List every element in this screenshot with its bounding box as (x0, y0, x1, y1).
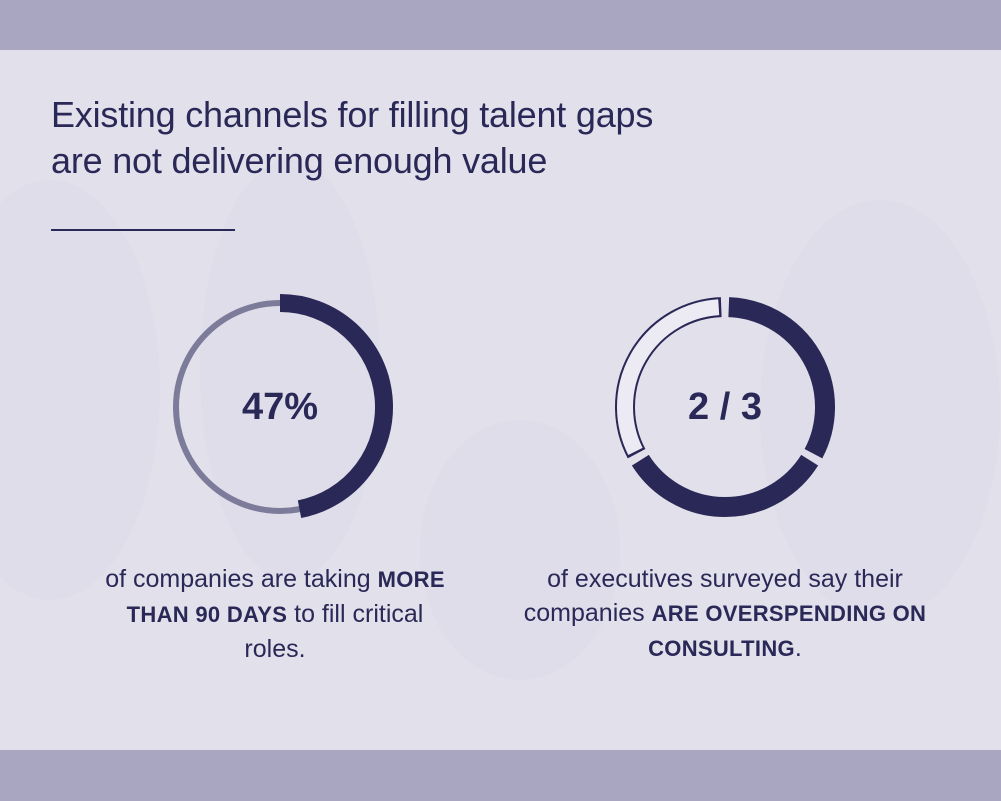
donut-right-segment-3-empty (617, 299, 720, 456)
caption-right-part2: . (794, 634, 802, 662)
caption-left-part1: of companies are taking (105, 565, 371, 593)
caption-left-part2: to fill critical roles. (244, 600, 424, 663)
stat-caption-left: of companies are taking MORE THAN 90 DAY… (95, 562, 455, 666)
stat-caption-right: of executives surveyed say their compani… (500, 562, 950, 666)
caption-right-emphasis: ARE OVERSPENDING ON CONSULTING (648, 601, 927, 661)
bottom-band (0, 750, 1001, 801)
stat-value-right: 2 / 3 (688, 385, 762, 428)
donut-right-segment-2 (631, 454, 819, 517)
caption-right-part1: of executives surveyed say their compani… (523, 565, 903, 627)
page-title: Existing channels for filling talent gap… (51, 92, 811, 184)
donut-left-fill-arc (279, 294, 393, 518)
title-divider (51, 229, 235, 231)
donut-two-thirds: 2 / 3 (610, 292, 840, 522)
title-line-1: Existing channels for filling talent gap… (51, 94, 654, 135)
top-band (0, 0, 1001, 50)
donut-right-segment-1 (728, 297, 835, 459)
stat-value-left: 47% (241, 385, 319, 428)
donut-47-percent: 47% (165, 292, 395, 522)
caption-left-emphasis: MORE THAN 90 DAYS (126, 567, 445, 627)
title-line-2: are not delivering enough value (51, 140, 548, 181)
donut-right-graphic (615, 297, 835, 517)
donut-left-graphic (173, 294, 393, 518)
